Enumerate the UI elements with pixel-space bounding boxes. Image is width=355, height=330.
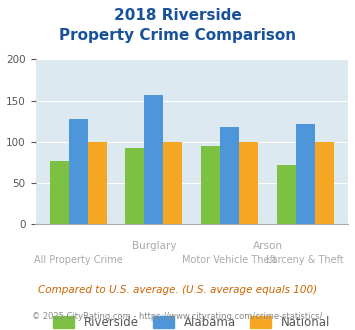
Bar xyxy=(144,95,163,224)
Bar xyxy=(125,148,144,224)
Bar xyxy=(296,124,315,224)
Bar xyxy=(50,161,69,224)
Bar xyxy=(201,146,220,224)
Bar xyxy=(277,165,296,224)
Bar xyxy=(163,142,182,224)
Text: Compared to U.S. average. (U.S. average equals 100): Compared to U.S. average. (U.S. average … xyxy=(38,285,317,295)
Bar xyxy=(220,127,239,224)
Legend: Riverside, Alabama, National: Riverside, Alabama, National xyxy=(53,316,330,329)
Text: Burglary: Burglary xyxy=(132,241,176,251)
Text: 2018 Riverside: 2018 Riverside xyxy=(114,8,241,23)
Bar xyxy=(315,142,334,224)
Text: Arson: Arson xyxy=(252,241,283,251)
Bar xyxy=(69,119,88,224)
Bar xyxy=(88,142,106,224)
Bar xyxy=(239,142,258,224)
Text: Property Crime Comparison: Property Crime Comparison xyxy=(59,28,296,43)
Text: Larceny & Theft: Larceny & Theft xyxy=(266,255,344,265)
Text: All Property Crime: All Property Crime xyxy=(34,255,122,265)
Text: © 2025 CityRating.com - https://www.cityrating.com/crime-statistics/: © 2025 CityRating.com - https://www.city… xyxy=(32,312,323,321)
Text: Motor Vehicle Theft: Motor Vehicle Theft xyxy=(182,255,277,265)
